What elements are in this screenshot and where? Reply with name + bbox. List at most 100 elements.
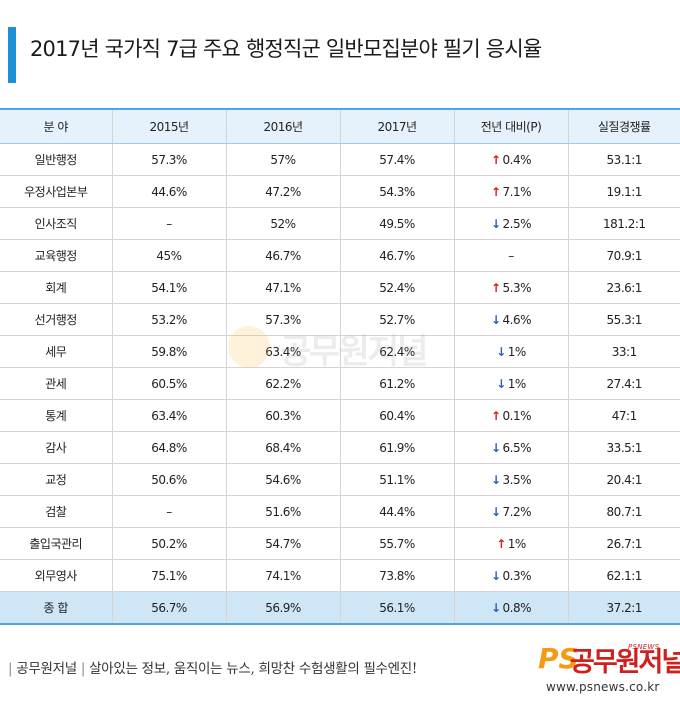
rate-2015-cell: 54.1% (112, 271, 227, 304)
change-cell: 4.6% (454, 303, 569, 336)
field-name-cell: 외무영사 (0, 559, 113, 592)
change-cell: 5.3% (454, 271, 569, 304)
page-title: 2017년 국가직 7급 주요 행정직군 일반모집분야 필기 응시율 (30, 37, 542, 61)
rate-2016-cell: 63.4% (226, 335, 341, 368)
rate-2017-cell: 51.1% (340, 463, 455, 496)
field-name-cell: 출입국관리 (0, 527, 113, 560)
change-cell: 6.5% (454, 431, 569, 464)
rate-2015-cell: 75.1% (112, 559, 227, 592)
site-url-link[interactable]: www.psnews.co.kr (546, 680, 660, 694)
field-name-cell: 종 합 (0, 591, 113, 625)
rate-2015-cell: 45% (112, 239, 227, 272)
field-name-cell: 우정사업본부 (0, 175, 113, 208)
rate-2017-cell: 73.8% (340, 559, 455, 592)
rate-2016-cell: 54.7% (226, 527, 341, 560)
rate-2017-cell: 52.7% (340, 303, 455, 336)
field-name-cell: 선거행정 (0, 303, 113, 336)
ratio-cell: 53.1:1 (568, 143, 680, 176)
ratio-cell: 26.7:1 (568, 527, 680, 560)
rate-2017-cell: 57.4% (340, 143, 455, 176)
header-ratio: 실질경쟁률 (568, 108, 680, 144)
logo-korean-text: 공무원저널 (570, 647, 680, 678)
rate-2016-cell: 57% (226, 143, 341, 176)
change-cell: 0.1% (454, 399, 569, 432)
rate-2015-cell: 64.8% (112, 431, 227, 464)
change-cell: 0.3% (454, 559, 569, 592)
change-cell: 0.8% (454, 591, 569, 625)
ratio-cell: 20.4:1 (568, 463, 680, 496)
table-row: 인사조직–52%49.5%2.5%181.2:1 (0, 207, 680, 240)
ratio-cell: 62.1:1 (568, 559, 680, 592)
header-2015: 2015년 (112, 108, 227, 144)
psnews-logo[interactable]: PS 공무원저널 PSNEWS (538, 640, 680, 680)
header-2016: 2016년 (226, 108, 341, 144)
ratio-cell: 33.5:1 (568, 431, 680, 464)
header-field: 분 야 (0, 108, 113, 144)
rate-2017-cell: 55.7% (340, 527, 455, 560)
ratio-cell: 27.4:1 (568, 367, 680, 400)
ratio-cell: 55.3:1 (568, 303, 680, 336)
logo-ps-mark: PS (538, 642, 579, 675)
rate-2016-cell: 47.1% (226, 271, 341, 304)
rate-2015-cell: 57.3% (112, 143, 227, 176)
rate-2016-cell: 60.3% (226, 399, 341, 432)
exam-rate-table: 분 야 2015년 2016년 2017년 전년 대비(P) 실질경쟁률 일반행… (0, 108, 680, 625)
table-row: 검찰–51.6%44.4%7.2%80.7:1 (0, 495, 680, 528)
change-cell: 1% (454, 367, 569, 400)
footer-brand: 공무원저널 (16, 661, 77, 677)
rate-2015-cell: 53.2% (112, 303, 227, 336)
field-name-cell: 인사조직 (0, 207, 113, 240)
rate-2017-cell: 60.4% (340, 399, 455, 432)
field-name-cell: 감사 (0, 431, 113, 464)
change-cell: 3.5% (454, 463, 569, 496)
rate-2016-cell: 68.4% (226, 431, 341, 464)
change-cell: 0.4% (454, 143, 569, 176)
change-cell: 7.1% (454, 175, 569, 208)
rate-2016-cell: 62.2% (226, 367, 341, 400)
table-header-row: 분 야 2015년 2016년 2017년 전년 대비(P) 실질경쟁률 (0, 108, 680, 144)
ratio-cell: 47:1 (568, 399, 680, 432)
ratio-cell: 80.7:1 (568, 495, 680, 528)
field-name-cell: 교정 (0, 463, 113, 496)
field-name-cell: 회계 (0, 271, 113, 304)
rate-2017-cell: 61.2% (340, 367, 455, 400)
rate-2017-cell: 49.5% (340, 207, 455, 240)
rate-2015-cell: 56.7% (112, 591, 227, 625)
rate-2016-cell: 57.3% (226, 303, 341, 336)
tagline-separator: | (8, 661, 13, 677)
rate-2016-cell: 46.7% (226, 239, 341, 272)
rate-2017-cell: 61.9% (340, 431, 455, 464)
rate-2015-cell: 44.6% (112, 175, 227, 208)
header-2017: 2017년 (340, 108, 455, 144)
rate-2015-cell: 50.6% (112, 463, 227, 496)
table-row: 교육행정 45% 46.7% 46.7% –70.9:1 (0, 239, 680, 272)
footer-divider (0, 620, 680, 621)
rate-2016-cell: 56.9% (226, 591, 341, 625)
ratio-cell: 23.6:1 (568, 271, 680, 304)
change-cell: – (454, 239, 569, 272)
field-name-cell: 통계 (0, 399, 113, 432)
ratio-cell: 19.1:1 (568, 175, 680, 208)
rate-2016-cell: 47.2% (226, 175, 341, 208)
table-body: 일반행정57.3%57%57.4%0.4%53.1:1우정사업본부44.6%47… (0, 143, 680, 625)
rate-2017-cell: 54.3% (340, 175, 455, 208)
change-cell: 7.2% (454, 495, 569, 528)
change-cell: 1% (454, 335, 569, 368)
rate-2017-cell: 46.7% (340, 239, 455, 272)
change-cell: 1% (454, 527, 569, 560)
total-row: 종 합56.7%56.9%56.1%0.8%37.2:1 (0, 591, 680, 625)
rate-2016-cell: 52% (226, 207, 341, 240)
rate-2015-cell: – (112, 207, 227, 240)
rate-2015-cell: 60.5% (112, 367, 227, 400)
title-accent-bar (8, 27, 16, 83)
ratio-cell: 181.2:1 (568, 207, 680, 240)
rate-2015-cell: – (112, 495, 227, 528)
tagline-separator: | (80, 661, 86, 677)
